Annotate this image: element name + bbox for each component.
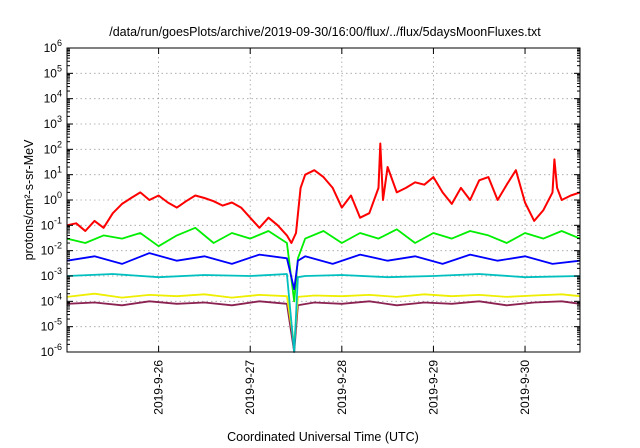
y-tick-label: 106 xyxy=(44,38,62,55)
x-tick-label: 2019-9-27 xyxy=(243,360,257,415)
plot-frame xyxy=(66,47,581,353)
series-line xyxy=(66,142,581,244)
x-tick-label: 2019-9-29 xyxy=(426,360,440,415)
chart-title: /data/run/goesPlots/archive/2019-09-30/1… xyxy=(109,25,541,39)
x-tick-label: 2019-9-28 xyxy=(335,360,349,415)
y-tick-label: 103 xyxy=(44,114,62,131)
y-tick-label: 10-4 xyxy=(41,291,62,308)
series-line xyxy=(66,292,581,346)
y-tick-label: 105 xyxy=(44,63,62,80)
series-line xyxy=(66,273,581,353)
series-layer xyxy=(66,142,581,353)
y-tick-label: 104 xyxy=(44,89,62,106)
y-tick-label: 101 xyxy=(44,165,62,182)
y-tick-label: 10-3 xyxy=(41,266,62,283)
y-tick-label: 10-5 xyxy=(41,317,62,334)
series-line xyxy=(66,300,581,353)
x-axis-label: Coordinated Universal Time (UTC) xyxy=(227,430,419,444)
x-tick-label: 2019-9-26 xyxy=(152,360,166,415)
grid-layer xyxy=(67,48,580,352)
y-axis-label: protons/cm²-s-sr-MeV xyxy=(22,139,36,261)
series-line xyxy=(66,226,581,303)
x-tick-label: 2019-9-30 xyxy=(518,360,532,415)
series-line xyxy=(66,252,581,291)
y-tick-label: 10-6 xyxy=(41,342,62,359)
y-tick-label: 10-1 xyxy=(41,215,62,232)
y-tick-label: 100 xyxy=(44,190,62,207)
y-tick-label: 102 xyxy=(44,139,62,156)
tick-layer: 10-6 10-5 10-4 10-3 10-2 10-1 100 101 102 103 104 1… xyxy=(41,38,580,415)
y-tick-label: 10-2 xyxy=(41,241,62,258)
